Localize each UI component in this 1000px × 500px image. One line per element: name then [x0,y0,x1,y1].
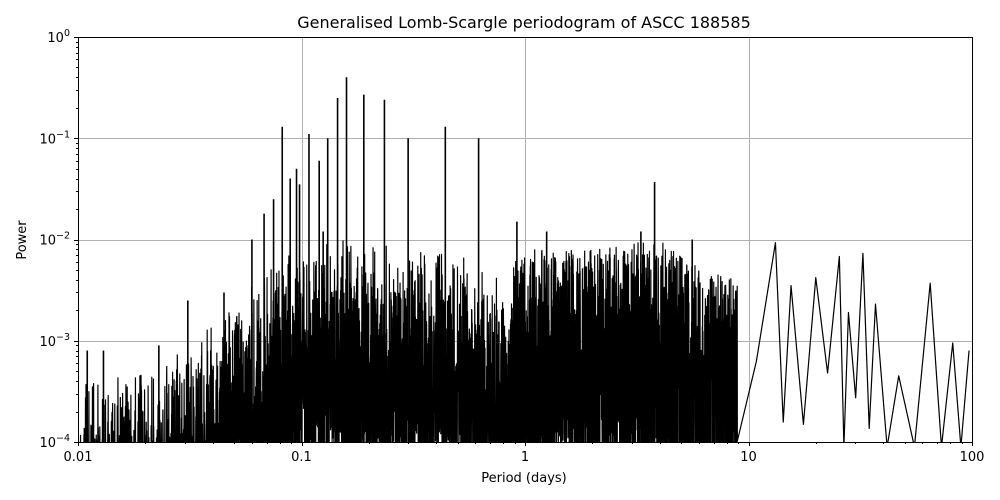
y-tick-label: 10−1 [39,129,70,147]
x-tick-label: 100 [960,450,985,465]
y-axis-label: Power [15,220,30,260]
y-tick-label: 100 [47,28,70,46]
x-tick-label: 0.01 [64,450,93,465]
x-axis-ticks: 0.01 0.1 1 10 100 [64,442,985,465]
y-tick-label: 10−2 [39,231,70,249]
x-axis-label: Period (days) [481,471,567,486]
y-tick-label: 10−4 [39,433,70,451]
x-tick-label: 1 [521,450,529,465]
power-series [79,77,970,442]
power-line [79,240,970,442]
y-axis-ticks: 100 10−1 10−2 10−3 10−4 [39,28,78,451]
chart-title: Generalised Lomb-Scargle periodogram of … [297,13,751,32]
x-tick-label: 0.1 [291,450,312,465]
y-tick-label: 10−3 [39,332,70,350]
x-tick-label: 10 [740,450,757,465]
